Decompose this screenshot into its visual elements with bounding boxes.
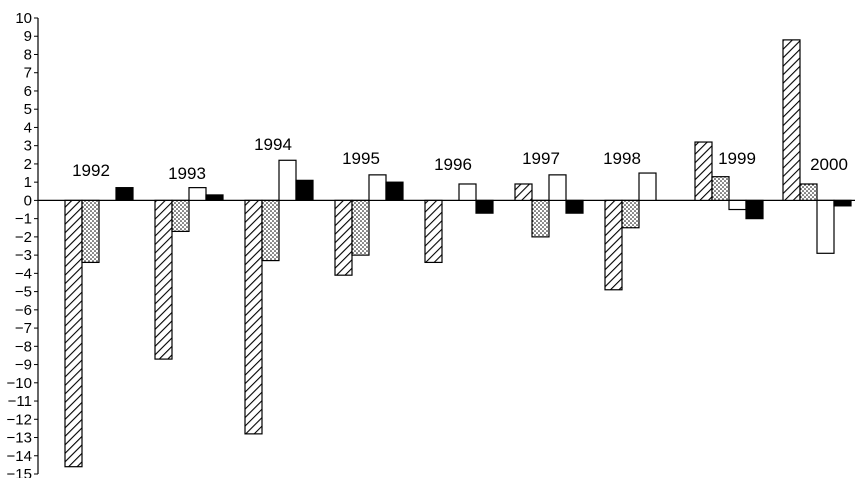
y-tick-label: −8 [15, 338, 32, 355]
bar [279, 160, 296, 200]
y-tick-label: −10 [7, 375, 32, 392]
bar [459, 184, 476, 200]
y-tick-label: 0 [24, 192, 32, 209]
year-label: 2000 [810, 155, 848, 174]
bar [800, 184, 817, 200]
bar [834, 200, 851, 205]
y-tick-label: 2 [24, 156, 32, 173]
y-tick-label: 3 [24, 138, 32, 155]
y-tick-label: 6 [24, 83, 32, 100]
bar [622, 200, 639, 227]
bar [369, 175, 386, 201]
y-tick-label: −13 [7, 430, 32, 447]
bar [605, 200, 622, 289]
bar [189, 188, 206, 201]
bar [335, 200, 352, 275]
bar [245, 200, 262, 433]
bar [262, 200, 279, 260]
bar [116, 188, 133, 201]
year-label: 1995 [342, 149, 380, 168]
year-label: 1992 [72, 161, 110, 180]
year-label: 1999 [718, 149, 756, 168]
bar [352, 200, 369, 255]
bar [65, 200, 82, 466]
bar [532, 200, 549, 236]
y-tick-label: −4 [15, 265, 32, 282]
year-label: 1993 [168, 164, 206, 183]
bar [566, 200, 583, 213]
year-label: 1998 [603, 149, 641, 168]
year-label: 1994 [254, 135, 292, 154]
y-tick-label: −6 [15, 302, 32, 319]
bar [386, 182, 403, 200]
bar [729, 200, 746, 209]
year-label: 1997 [522, 149, 560, 168]
bar [206, 195, 223, 200]
bar [712, 177, 729, 201]
bar [425, 200, 442, 262]
bar [515, 184, 532, 200]
bar [476, 200, 493, 213]
y-tick-label: −12 [7, 411, 32, 428]
y-tick-label: 9 [24, 28, 32, 45]
year-labels: 1992 1993 1994 1995 1996 1997 1998 1999 2000 [72, 135, 848, 183]
y-tick-label: −15 [7, 466, 32, 478]
y-tick-label: 10 [15, 10, 32, 27]
bar [82, 200, 99, 262]
y-tick-label: −9 [15, 357, 32, 374]
y-tick-label: 4 [24, 119, 32, 136]
bar [549, 175, 566, 201]
bar [155, 200, 172, 359]
y-tick-label: −5 [15, 284, 32, 301]
bar [783, 40, 800, 201]
y-tick-label: −11 [8, 393, 32, 410]
y-tick-label: 5 [24, 101, 32, 118]
y-tick-label: −14 [7, 448, 32, 465]
y-tick-label: −7 [15, 320, 32, 337]
bar [746, 200, 763, 218]
y-tick-label: −3 [15, 247, 32, 264]
bar [817, 200, 834, 253]
y-tick-label: 1 [24, 174, 32, 191]
year-label: 1996 [434, 155, 472, 174]
bar [695, 142, 712, 200]
bar [296, 180, 313, 200]
y-tick-label: −2 [15, 229, 32, 246]
bars [65, 40, 851, 467]
bar [639, 173, 656, 200]
bar [172, 200, 189, 231]
y-tick-label: 8 [24, 46, 32, 63]
y-tick-label: 7 [24, 65, 32, 82]
y-tick-label: −1 [15, 211, 32, 228]
